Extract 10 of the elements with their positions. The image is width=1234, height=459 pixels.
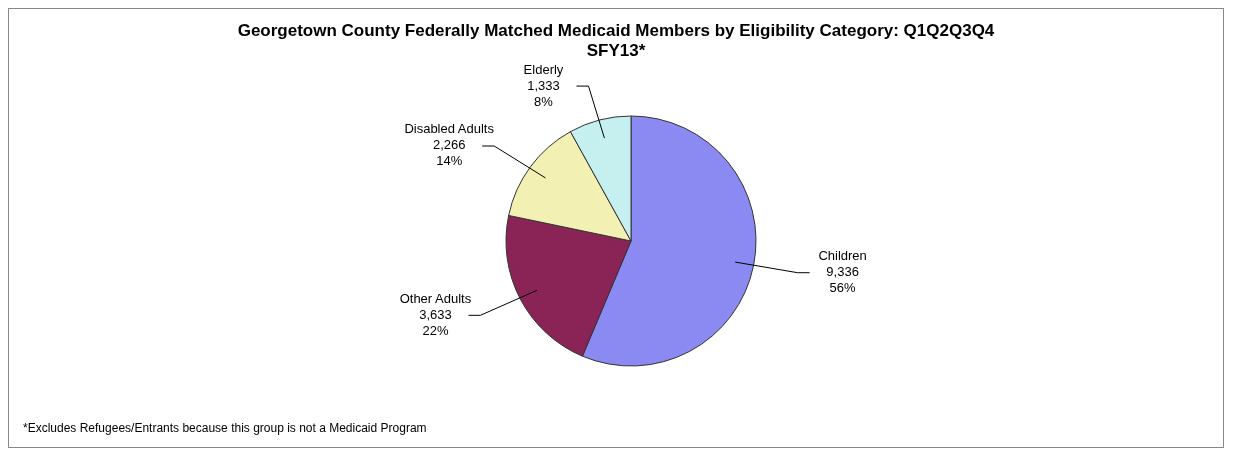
data-label: 1,333 8% bbox=[527, 77, 560, 109]
slice-label: Elderly bbox=[523, 61, 564, 77]
slice-label: Other Adults bbox=[399, 290, 472, 306]
data-label: 2,266 14% bbox=[432, 137, 466, 169]
slice-label: Children bbox=[818, 248, 867, 264]
slice-label: Disabled Adults bbox=[404, 121, 495, 137]
text: *Excludes Refugees/Entrants because this group is not a Medicaid Program bbox=[23, 421, 427, 435]
data-label: 9,336 56% bbox=[826, 264, 859, 296]
data-label: 3,633 22% bbox=[419, 306, 452, 338]
chart-title: Georgetown County Federally Matched Medicaid Members by Eligibility Category: Q1Q2Q3Q4 SFY13* bbox=[236, 21, 996, 61]
